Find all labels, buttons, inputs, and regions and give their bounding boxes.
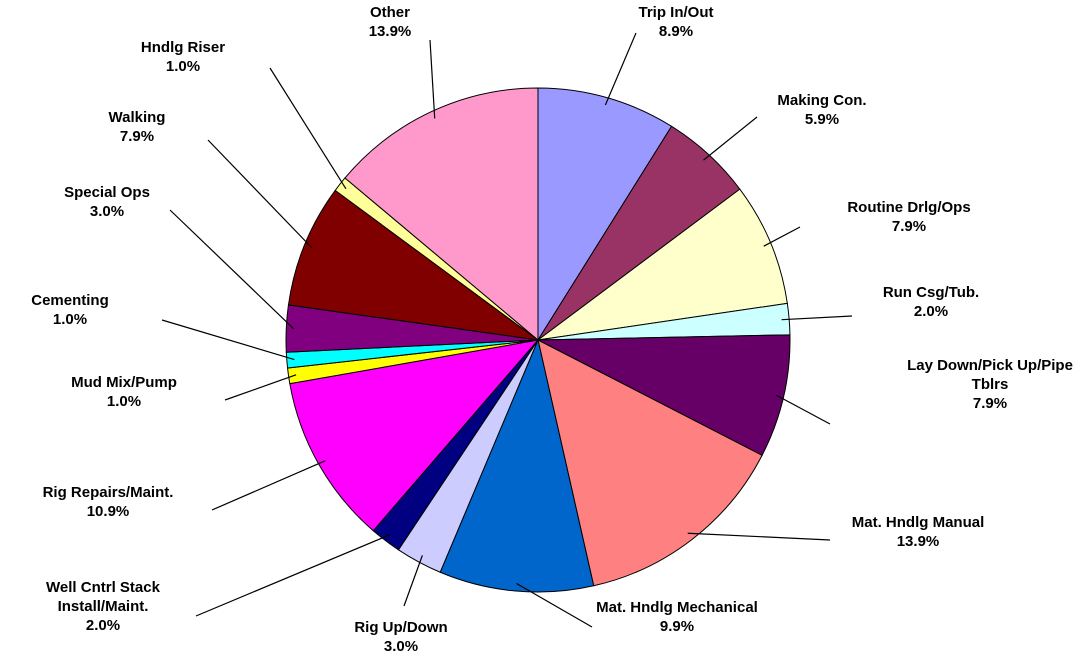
leader-line <box>703 116 758 161</box>
pie-slice <box>537 334 791 457</box>
slice-value: 1.0% <box>52 311 88 328</box>
slice-name: Rig Up/Down <box>354 619 448 636</box>
pie-slice <box>537 188 788 341</box>
slice-value: 8.9% <box>658 23 694 40</box>
slice-label: Walking 7.9% <box>57 108 217 146</box>
pie-slice <box>344 87 539 342</box>
slice-value: 7.9% <box>972 395 1008 412</box>
pie-slice <box>289 339 540 532</box>
slice-label: Trip In/Out 8.9% <box>596 3 756 41</box>
slice-label: Hndlg Riser 1.0% <box>103 38 263 76</box>
slice-name: Lay Down/Pick Up/Pipe Tblrs <box>907 357 1073 393</box>
slice-value: 7.9% <box>891 218 927 235</box>
pie-slice <box>287 189 539 341</box>
leader-line <box>207 139 313 249</box>
slice-name: Mud Mix/Pump <box>71 374 177 391</box>
slice-value: 7.9% <box>119 128 155 145</box>
slice-value: 10.9% <box>86 503 130 520</box>
slice-name: Hndlg Riser <box>140 39 226 56</box>
slice-name: Well Cntrl Stack Install/Maint. <box>46 579 160 615</box>
leader-line <box>429 39 436 119</box>
slice-value: 3.0% <box>89 203 125 220</box>
slice-label: Rig Up/Down 3.0% <box>321 618 481 656</box>
slice-name: Special Ops <box>64 184 150 201</box>
slice-value: 2.0% <box>913 303 949 320</box>
leader-line <box>161 319 295 361</box>
slice-name: Making Con. <box>777 92 867 109</box>
slice-label: Mat. Hndlg Mechanical 9.9% <box>567 598 787 636</box>
leader-line <box>687 532 831 541</box>
slice-value: 1.0% <box>165 58 201 75</box>
leader-line <box>224 374 297 401</box>
leader-line <box>403 555 423 607</box>
slice-label: Mat. Hndlg Manual 13.9% <box>818 513 1018 551</box>
leader-line <box>763 226 801 247</box>
slice-value: 2.0% <box>85 617 121 634</box>
slice-label: Well Cntrl Stack Install/Maint. 2.0% <box>3 578 203 635</box>
slice-label: Run Csg/Tub. 2.0% <box>851 283 1011 321</box>
slice-name: Rig Repairs/Maint. <box>42 484 174 501</box>
leader-line <box>516 582 593 628</box>
leader-line <box>169 209 295 330</box>
slice-name: Mat. Hndlg Manual <box>851 514 985 531</box>
slice-value: 9.9% <box>659 618 695 635</box>
slice-name: Run Csg/Tub. <box>882 284 980 301</box>
slice-label: Special Ops 3.0% <box>27 183 187 221</box>
slice-label: Rig Repairs/Maint. 10.9% <box>8 483 208 521</box>
slice-value: 13.9% <box>896 533 940 550</box>
pie-slice <box>439 338 595 593</box>
slice-name: Routine Drlg/Ops <box>847 199 971 216</box>
leader-line <box>781 315 853 321</box>
slice-name: Cementing <box>31 292 109 309</box>
leader-line <box>211 460 326 511</box>
slice-label: Mud Mix/Pump 1.0% <box>44 373 204 411</box>
leader-line <box>269 67 347 190</box>
slice-value: 13.9% <box>368 23 412 40</box>
slice-label: Routine Drlg/Ops 7.9% <box>809 198 1009 236</box>
slice-name: Other <box>369 4 410 21</box>
slice-label: Making Con. 5.9% <box>742 91 902 129</box>
slice-value: 1.0% <box>106 393 142 410</box>
slice-value: 5.9% <box>804 111 840 128</box>
leader-line <box>604 32 637 106</box>
leader-line <box>195 534 391 617</box>
slice-name: Trip In/Out <box>638 4 714 21</box>
slice-label: Other 13.9% <box>310 3 470 41</box>
leader-line <box>775 394 831 425</box>
pie-slice <box>537 339 763 587</box>
slice-name: Walking <box>108 109 166 126</box>
slice-value: 3.0% <box>383 638 419 655</box>
slice-label: Lay Down/Pick Up/Pipe Tblrs 7.9% <box>890 356 1088 413</box>
slice-label: Cementing 1.0% <box>0 291 150 329</box>
pie-slice <box>537 87 673 342</box>
slice-name: Mat. Hndlg Mechanical <box>596 599 758 616</box>
